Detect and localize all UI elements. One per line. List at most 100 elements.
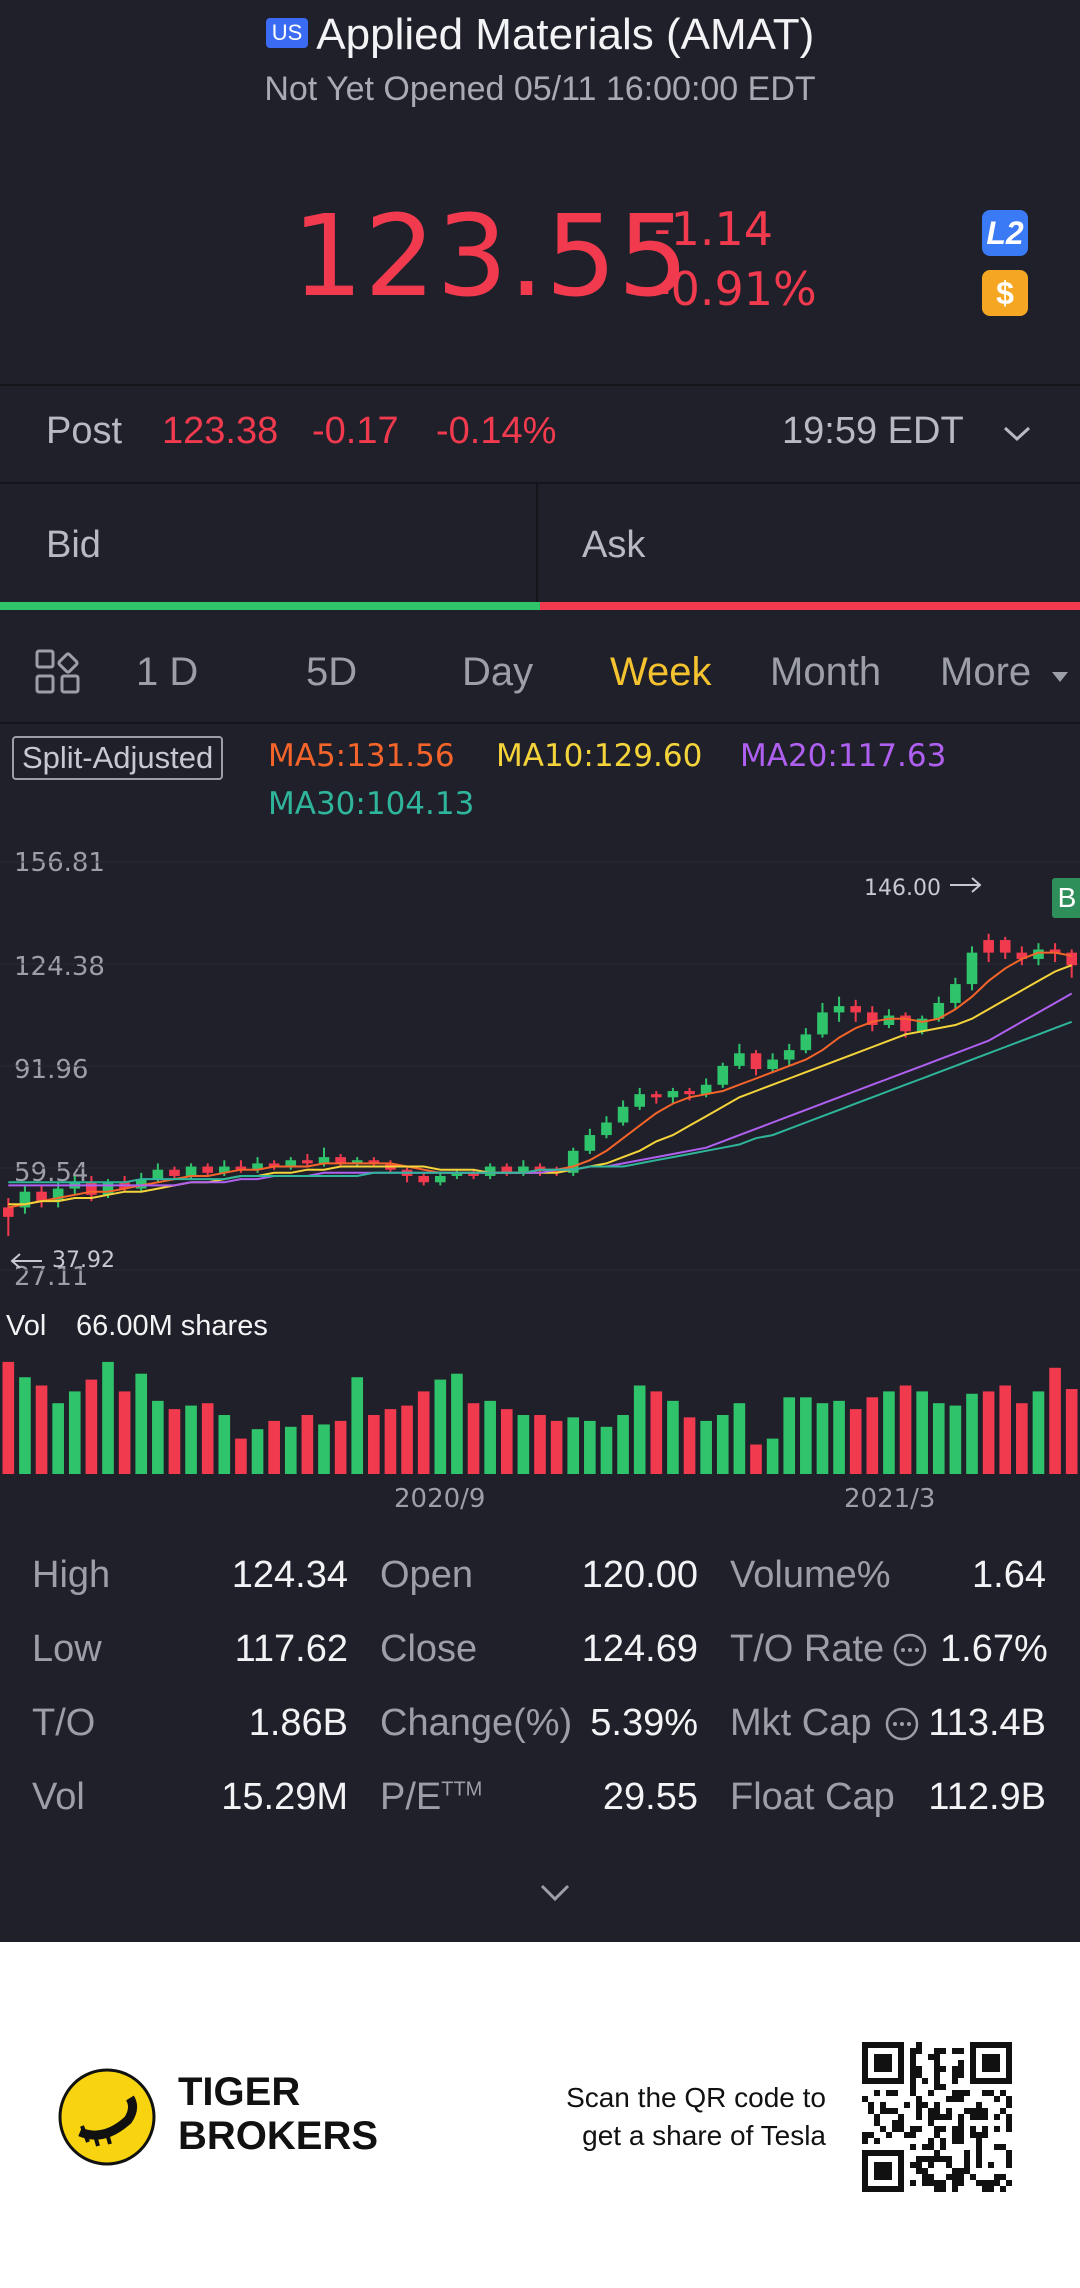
qr-module [886, 2108, 892, 2114]
qr-module [904, 2102, 910, 2108]
info-ellipsis-icon[interactable] [884, 1706, 920, 1742]
qr-module [862, 2096, 868, 2102]
qr-module [940, 2186, 946, 2192]
qr-module [982, 2090, 988, 2096]
qr-module [934, 2066, 940, 2072]
qr-module [952, 2174, 958, 2180]
qr-module [964, 2090, 970, 2096]
candle-body [1049, 949, 1061, 953]
ma20-label: MA20:117.63 [740, 738, 947, 774]
qr-module [880, 2108, 886, 2114]
info-ellipsis-icon[interactable] [892, 1632, 928, 1668]
qr-module [970, 2126, 976, 2132]
qr-module [976, 2156, 982, 2162]
caret-down-icon[interactable] [1050, 670, 1070, 684]
tab-day[interactable]: Day [462, 650, 534, 694]
candle-body [169, 1169, 180, 1176]
tab-1d[interactable]: 1 D [136, 650, 199, 694]
y-tick-label: 27.11 [14, 1262, 89, 1292]
volume-bar [218, 1415, 231, 1474]
qr-module [952, 2072, 958, 2078]
candle-body [567, 1150, 579, 1173]
dollar-icon[interactable]: $ [982, 270, 1028, 316]
bid-ask-divider [536, 484, 538, 606]
stat-value: 1.86B [248, 1702, 348, 1744]
post-price: 123.38 [162, 410, 279, 452]
volume-bar [733, 1403, 746, 1474]
qr-module [982, 2114, 988, 2120]
qr-module [994, 2174, 1000, 2180]
tab-more[interactable]: More [940, 650, 1032, 694]
candle-body [102, 1182, 114, 1195]
tab-week[interactable]: Week [610, 650, 712, 694]
stock-name: Applied Materials (AMAT) [316, 10, 815, 59]
candle-body [218, 1166, 230, 1173]
qr-module [946, 2162, 952, 2168]
volume-bar [750, 1444, 762, 1474]
tab-month[interactable]: Month [770, 650, 882, 694]
qr-module [922, 2078, 928, 2084]
volume-bar [534, 1415, 546, 1474]
qr-module [934, 2126, 940, 2132]
qr-module [928, 2054, 934, 2060]
post-market-row[interactable]: Post 123.38 -0.17 -0.14% 19:59 EDT [0, 386, 1080, 482]
chevron-down-icon[interactable] [1002, 424, 1032, 444]
qr-module [982, 2108, 988, 2114]
qr-module [940, 2156, 946, 2162]
ask-bar [540, 602, 1080, 610]
candle-body [434, 1175, 446, 1183]
stat-label: Change(%) [380, 1702, 573, 1744]
grid-menu-icon[interactable] [34, 648, 82, 696]
volume-bar [201, 1403, 214, 1474]
qr-module [910, 2078, 916, 2084]
qr-module [940, 2180, 946, 2186]
stat-value: 124.34 [231, 1554, 348, 1596]
qr-module [910, 2084, 916, 2090]
candle-body [152, 1169, 164, 1180]
qr-module [910, 2090, 916, 2096]
qr-module [988, 2162, 994, 2168]
tab-5d[interactable]: 5D [306, 650, 358, 694]
stat-label: T/O Rate [730, 1628, 885, 1670]
post-label: Post [46, 410, 123, 452]
qr-module [934, 2060, 940, 2066]
candle-body [717, 1065, 729, 1085]
qr-module [922, 2168, 928, 2174]
candle-body [418, 1175, 430, 1183]
qr-module [910, 2162, 916, 2168]
split-adjusted-toggle[interactable]: Split-Adjusted [12, 736, 224, 780]
bid-label: Bid [46, 524, 101, 566]
level2-icon[interactable]: L2 [982, 210, 1028, 256]
qr-module [922, 2144, 928, 2150]
buy-badge[interactable]: B [1052, 878, 1080, 918]
candle-body [617, 1106, 629, 1123]
stat-value: 120.00 [581, 1554, 698, 1596]
qr-module [988, 2180, 994, 2186]
qr-code[interactable] [862, 2042, 1012, 2192]
candle-body [335, 1157, 346, 1164]
qr-module [916, 2096, 922, 2102]
qr-module [970, 2114, 976, 2120]
stat-value: 117.62 [234, 1628, 348, 1670]
brand-name-line1: TIGER [178, 2070, 301, 2114]
expand-chevron-icon[interactable] [538, 1882, 572, 1904]
volume-chart[interactable] [0, 1350, 1080, 1480]
qr-module [952, 2048, 958, 2054]
candle-body [285, 1160, 297, 1167]
arrow-left-icon [10, 1253, 42, 1269]
volume-bar [451, 1373, 463, 1474]
qr-module [970, 2132, 976, 2138]
volume-bar [667, 1400, 679, 1474]
volume-bar [135, 1373, 148, 1474]
candle-body [52, 1188, 64, 1202]
candle-body [750, 1053, 762, 1070]
volume-bar [899, 1385, 912, 1474]
candlestick-chart[interactable] [0, 840, 1080, 1300]
candle-body [833, 1006, 845, 1013]
qr-module [940, 2144, 946, 2150]
qr-module [892, 2108, 898, 2114]
last-price: 123.55 [292, 192, 690, 322]
candle-body [601, 1122, 612, 1136]
qr-module [1006, 2126, 1012, 2132]
qr-module [922, 2156, 928, 2162]
